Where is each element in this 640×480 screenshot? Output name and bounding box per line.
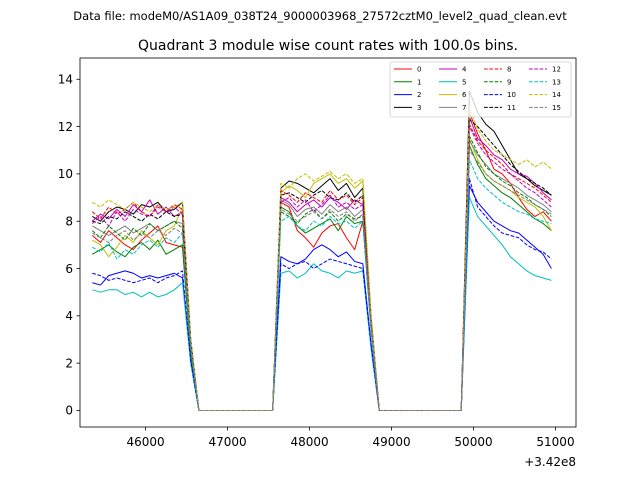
series-line-12 bbox=[91, 126, 552, 411]
chart-title: Quadrant 3 module wise count rates with … bbox=[138, 38, 518, 54]
x-tick-label: 47000 bbox=[208, 435, 246, 449]
x-tick-label: 46000 bbox=[126, 435, 164, 449]
series-line-14 bbox=[92, 107, 552, 411]
legend-label-2: 2 bbox=[417, 91, 421, 99]
series-line-7 bbox=[92, 140, 552, 411]
legend-label-4: 4 bbox=[462, 66, 467, 74]
series-layer bbox=[91, 90, 552, 411]
legend-label-11: 11 bbox=[507, 104, 516, 112]
series-line-15 bbox=[92, 149, 552, 411]
y-axis: 0 2 4 6 8 10 12 14 bbox=[58, 73, 80, 418]
y-tick-label: 12 bbox=[58, 120, 73, 134]
legend-label-15: 15 bbox=[552, 104, 561, 112]
x-tick-label: 48000 bbox=[290, 435, 328, 449]
y-tick-label: 0 bbox=[65, 404, 73, 418]
series-line-10 bbox=[92, 178, 552, 411]
series-line-0 bbox=[91, 111, 552, 411]
legend-label-1: 1 bbox=[417, 78, 421, 86]
y-tick-label: 6 bbox=[65, 262, 73, 276]
x-tick-label: 49000 bbox=[372, 435, 410, 449]
series-line-11 bbox=[92, 119, 552, 411]
x-axis-offset-label: +3.42e8 bbox=[524, 455, 576, 469]
legend-label-9: 9 bbox=[507, 78, 511, 86]
series-line-5 bbox=[92, 197, 552, 411]
x-axis: 46000 47000 48000 49000 50000 51000 bbox=[126, 427, 575, 449]
chart-suptitle: Data file: modeM0/AS1A09_038T24_90000039… bbox=[73, 9, 567, 23]
legend-label-10: 10 bbox=[507, 91, 516, 99]
legend-label-3: 3 bbox=[417, 104, 421, 112]
y-tick-label: 14 bbox=[58, 73, 73, 87]
series-line-8 bbox=[91, 123, 552, 411]
plot-area bbox=[79, 57, 577, 428]
legend-label-0: 0 bbox=[417, 66, 421, 74]
legend-label-12: 12 bbox=[552, 66, 561, 74]
y-tick-label: 2 bbox=[65, 356, 73, 370]
plot-background bbox=[80, 58, 576, 427]
legend-label-7: 7 bbox=[462, 104, 466, 112]
legend-label-6: 6 bbox=[462, 91, 467, 99]
series-line-13 bbox=[92, 159, 552, 411]
legend-frame bbox=[389, 61, 572, 118]
y-tick-label: 4 bbox=[65, 309, 73, 323]
plot-frame bbox=[79, 57, 577, 428]
y-tick-label: 10 bbox=[58, 167, 73, 181]
legend-label-8: 8 bbox=[507, 66, 511, 74]
legend-label-13: 13 bbox=[552, 78, 561, 86]
x-tick-label: 51000 bbox=[536, 435, 574, 449]
legend-label-14: 14 bbox=[552, 91, 561, 99]
y-tick-label: 8 bbox=[65, 215, 73, 229]
legend-label-5: 5 bbox=[462, 78, 466, 86]
x-tick-label: 50000 bbox=[454, 435, 492, 449]
series-line-6 bbox=[92, 137, 552, 411]
